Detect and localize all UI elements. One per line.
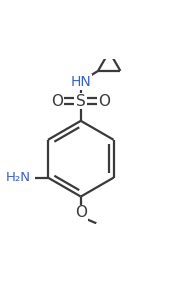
Text: H₂N: H₂N bbox=[6, 171, 31, 184]
Text: O: O bbox=[52, 94, 64, 109]
Text: S: S bbox=[76, 94, 86, 109]
Text: O: O bbox=[98, 94, 110, 109]
Text: O: O bbox=[75, 205, 87, 220]
Text: HN: HN bbox=[70, 75, 91, 89]
